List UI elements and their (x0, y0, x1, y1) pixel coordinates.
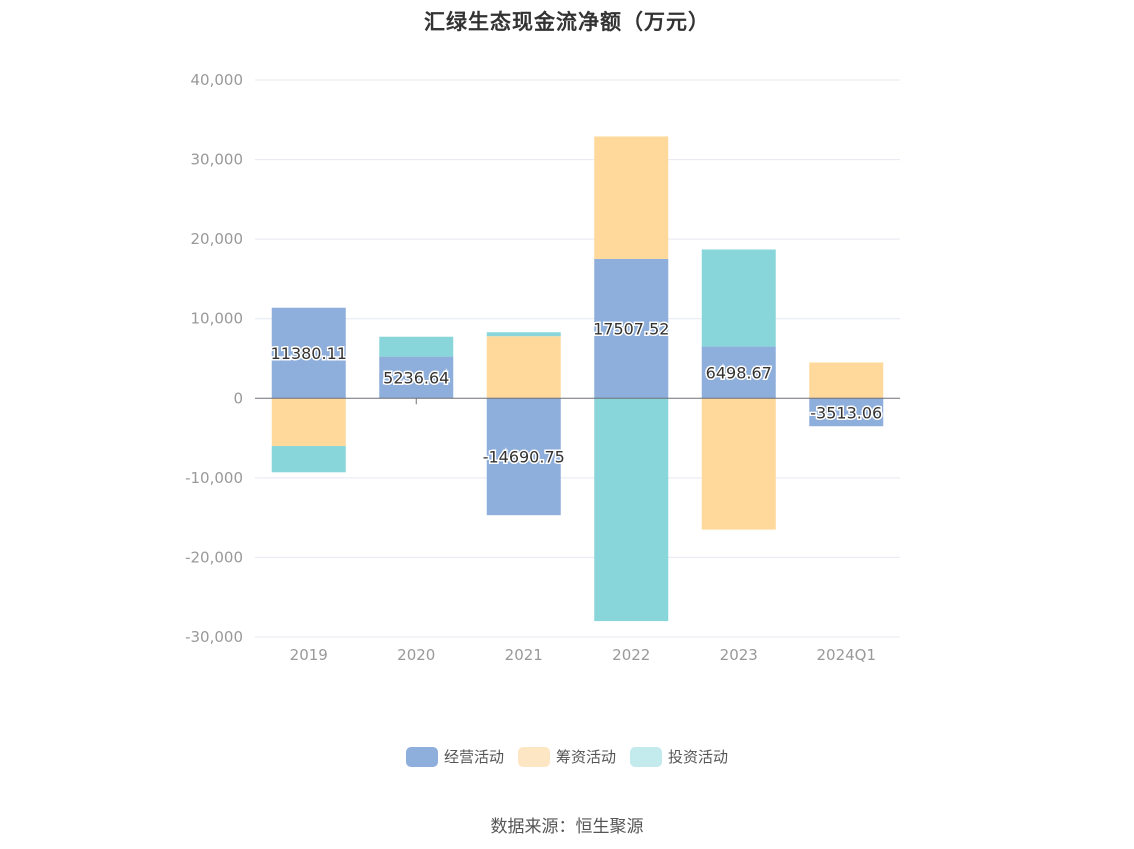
bar-operating (486, 398, 561, 516)
y-tick-label: -10,000 (185, 469, 243, 487)
bar-financing (486, 336, 561, 399)
legend-label-financing: 筹资活动 (555, 748, 616, 766)
bar-operating (809, 398, 884, 427)
bar-investing (271, 446, 346, 473)
bar-financing (271, 398, 346, 447)
legend-swatch-financing (517, 746, 550, 767)
y-tick-label: 30,000 (191, 151, 244, 169)
bar-investing (701, 249, 776, 347)
chart-legend: 经营活动 筹资活动 投资活动 (0, 746, 1134, 767)
legend-swatch-operating (405, 746, 438, 767)
legend-item-investing[interactable]: 投资活动 (630, 746, 728, 767)
x-tick-label: 2022 (612, 646, 650, 664)
data-label: 6498.67 (706, 363, 772, 382)
bar-financing (701, 398, 776, 530)
bar-financing (594, 136, 669, 259)
data-label: 11380.11 (271, 344, 347, 363)
chart-title: 汇绿生态现金流净额（万元） (424, 10, 710, 34)
legend-label-operating: 经营活动 (443, 748, 504, 766)
x-tick-label: 2020 (397, 646, 435, 664)
y-tick-label: 0 (233, 389, 243, 407)
data-label: 5236.64 (383, 368, 449, 387)
x-tick-label: 2019 (290, 646, 328, 664)
data-label: -14690.75 (483, 448, 565, 467)
x-tick-label: 2024Q1 (816, 646, 876, 664)
data-label: 17507.52 (593, 320, 669, 339)
legend-item-operating[interactable]: 经营活动 (405, 746, 504, 767)
data-label: -3513.06 (810, 403, 882, 422)
bar-investing (486, 332, 561, 337)
bar-operating (271, 307, 346, 399)
y-tick-label: 20,000 (191, 230, 244, 248)
bar-operating (701, 346, 776, 399)
y-tick-label: 40,000 (191, 71, 244, 89)
y-tick-label: 10,000 (191, 310, 244, 328)
y-tick-label: -30,000 (185, 628, 243, 646)
data-source-note: 数据来源：恒生聚源 (490, 817, 644, 837)
x-tick-label: 2021 (505, 646, 543, 664)
x-tick-label: 2023 (720, 646, 758, 664)
y-tick-label: -20,000 (185, 548, 243, 566)
bar-investing (379, 336, 454, 357)
bar-operating (594, 258, 669, 399)
legend-item-financing[interactable]: 筹资活动 (517, 746, 616, 767)
legend-label-investing: 投资活动 (668, 748, 729, 766)
bar-operating (379, 356, 454, 399)
legend-swatch-investing (630, 746, 662, 767)
bar-investing (594, 398, 669, 622)
bar-financing (809, 362, 884, 399)
